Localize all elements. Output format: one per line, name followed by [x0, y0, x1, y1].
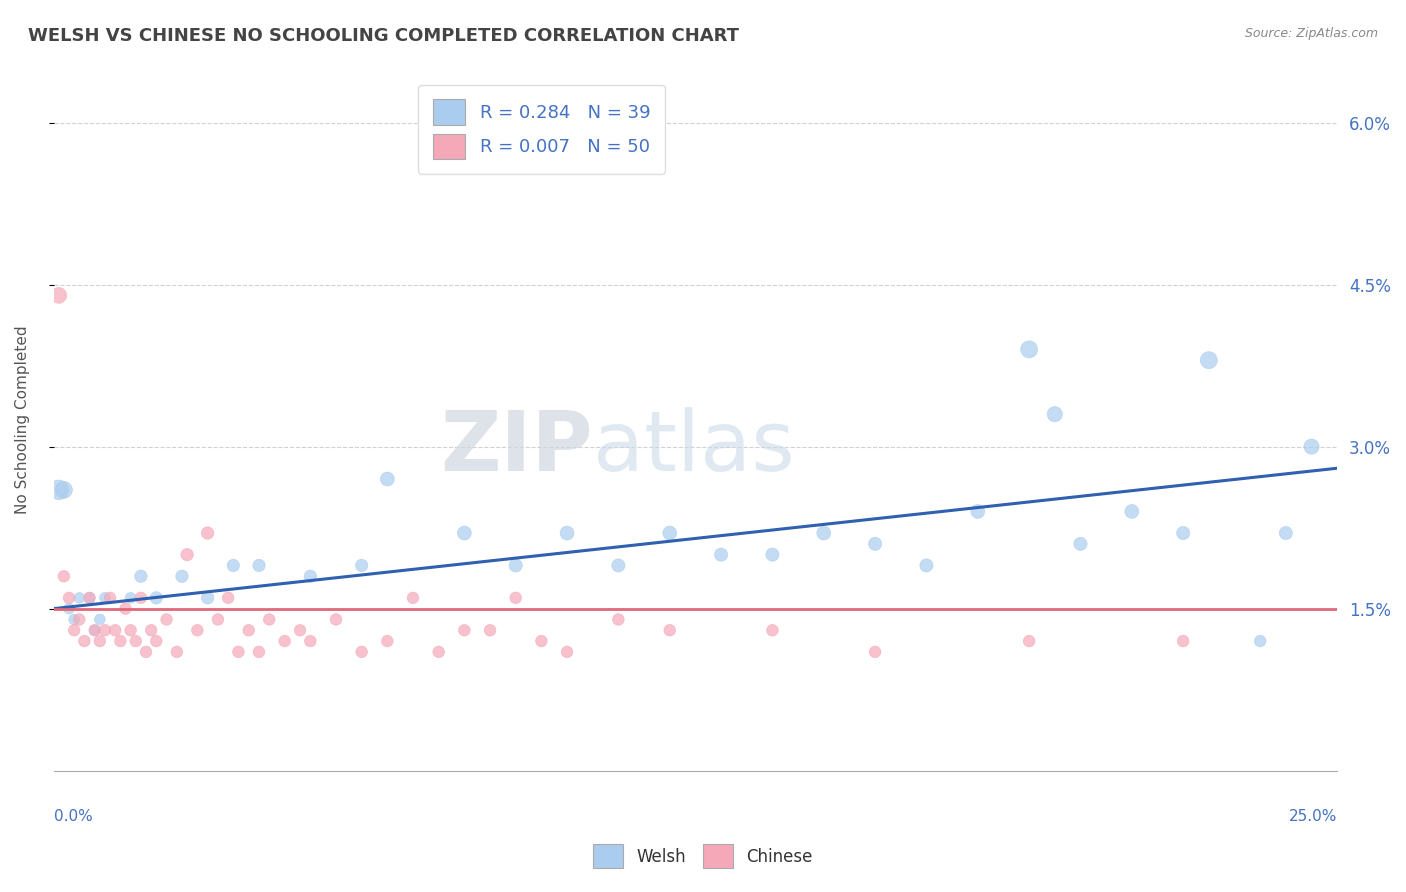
Text: 25.0%: 25.0%: [1289, 809, 1337, 824]
Text: 0.0%: 0.0%: [53, 809, 93, 824]
Point: [48, 288, 70, 302]
Point: [67, 612, 90, 626]
Point: [197, 526, 219, 541]
Point: [1043, 407, 1066, 421]
Point: [915, 558, 938, 573]
Point: [176, 548, 198, 562]
Point: [607, 558, 630, 573]
Point: [247, 645, 270, 659]
Point: [1173, 634, 1195, 648]
Point: [813, 526, 835, 541]
Point: [555, 645, 578, 659]
Point: [52, 483, 75, 497]
Point: [607, 612, 630, 626]
Point: [129, 569, 152, 583]
Point: [63, 624, 86, 638]
Point: [79, 591, 101, 605]
Text: Source: ZipAtlas.com: Source: ZipAtlas.com: [1244, 27, 1378, 40]
Point: [104, 624, 127, 638]
Point: [145, 591, 167, 605]
Point: [135, 645, 157, 659]
Point: [166, 645, 188, 659]
Point: [505, 558, 527, 573]
Point: [247, 558, 270, 573]
Point: [94, 624, 117, 638]
Point: [110, 634, 132, 648]
Text: WELSH VS CHINESE NO SCHOOLING COMPLETED CORRELATION CHART: WELSH VS CHINESE NO SCHOOLING COMPLETED …: [28, 27, 740, 45]
Point: [228, 645, 250, 659]
Legend: Welsh, Chinese: Welsh, Chinese: [586, 838, 820, 875]
Point: [1121, 504, 1143, 518]
Point: [288, 624, 311, 638]
Point: [48, 483, 70, 497]
Point: [299, 569, 322, 583]
Point: [259, 612, 281, 626]
Legend: R = 0.284   N = 39, R = 0.007   N = 50: R = 0.284 N = 39, R = 0.007 N = 50: [418, 85, 665, 174]
Point: [299, 634, 322, 648]
Point: [530, 634, 553, 648]
Point: [350, 558, 373, 573]
Point: [120, 591, 142, 605]
Point: [1249, 634, 1271, 648]
Point: [761, 624, 783, 638]
Point: [197, 591, 219, 605]
Point: [207, 612, 229, 626]
Point: [761, 548, 783, 562]
Point: [1018, 343, 1040, 357]
Point: [1198, 353, 1220, 368]
Point: [58, 601, 80, 615]
Point: [170, 569, 193, 583]
Point: [325, 612, 347, 626]
Text: atlas: atlas: [593, 408, 794, 488]
Point: [186, 624, 208, 638]
Point: [94, 591, 117, 605]
Point: [1018, 634, 1040, 648]
Point: [402, 591, 425, 605]
Point: [125, 634, 148, 648]
Point: [555, 526, 578, 541]
Point: [79, 591, 101, 605]
Point: [966, 504, 988, 518]
Point: [453, 526, 475, 541]
Point: [83, 624, 105, 638]
Text: ZIP: ZIP: [440, 408, 593, 488]
Point: [1173, 526, 1195, 541]
Point: [863, 645, 886, 659]
Point: [58, 591, 80, 605]
Point: [479, 624, 502, 638]
Point: [155, 612, 177, 626]
Point: [427, 645, 450, 659]
Point: [63, 612, 86, 626]
Point: [375, 472, 398, 486]
Point: [658, 526, 681, 541]
Point: [83, 624, 105, 638]
Point: [217, 591, 239, 605]
Point: [141, 624, 163, 638]
Point: [89, 612, 111, 626]
Point: [710, 548, 733, 562]
Point: [145, 634, 167, 648]
Point: [1069, 537, 1091, 551]
Point: [238, 624, 260, 638]
Point: [67, 591, 90, 605]
Point: [73, 634, 96, 648]
Point: [350, 645, 373, 659]
Point: [114, 601, 136, 615]
Point: [658, 624, 681, 638]
Point: [222, 558, 245, 573]
Point: [52, 569, 75, 583]
Point: [1275, 526, 1298, 541]
Point: [89, 634, 111, 648]
Point: [505, 591, 527, 605]
Point: [1301, 440, 1323, 454]
Point: [863, 537, 886, 551]
Point: [120, 624, 142, 638]
Point: [129, 591, 152, 605]
Point: [98, 591, 121, 605]
Y-axis label: No Schooling Completed: No Schooling Completed: [15, 326, 30, 514]
Point: [273, 634, 295, 648]
Point: [375, 634, 398, 648]
Point: [453, 624, 475, 638]
